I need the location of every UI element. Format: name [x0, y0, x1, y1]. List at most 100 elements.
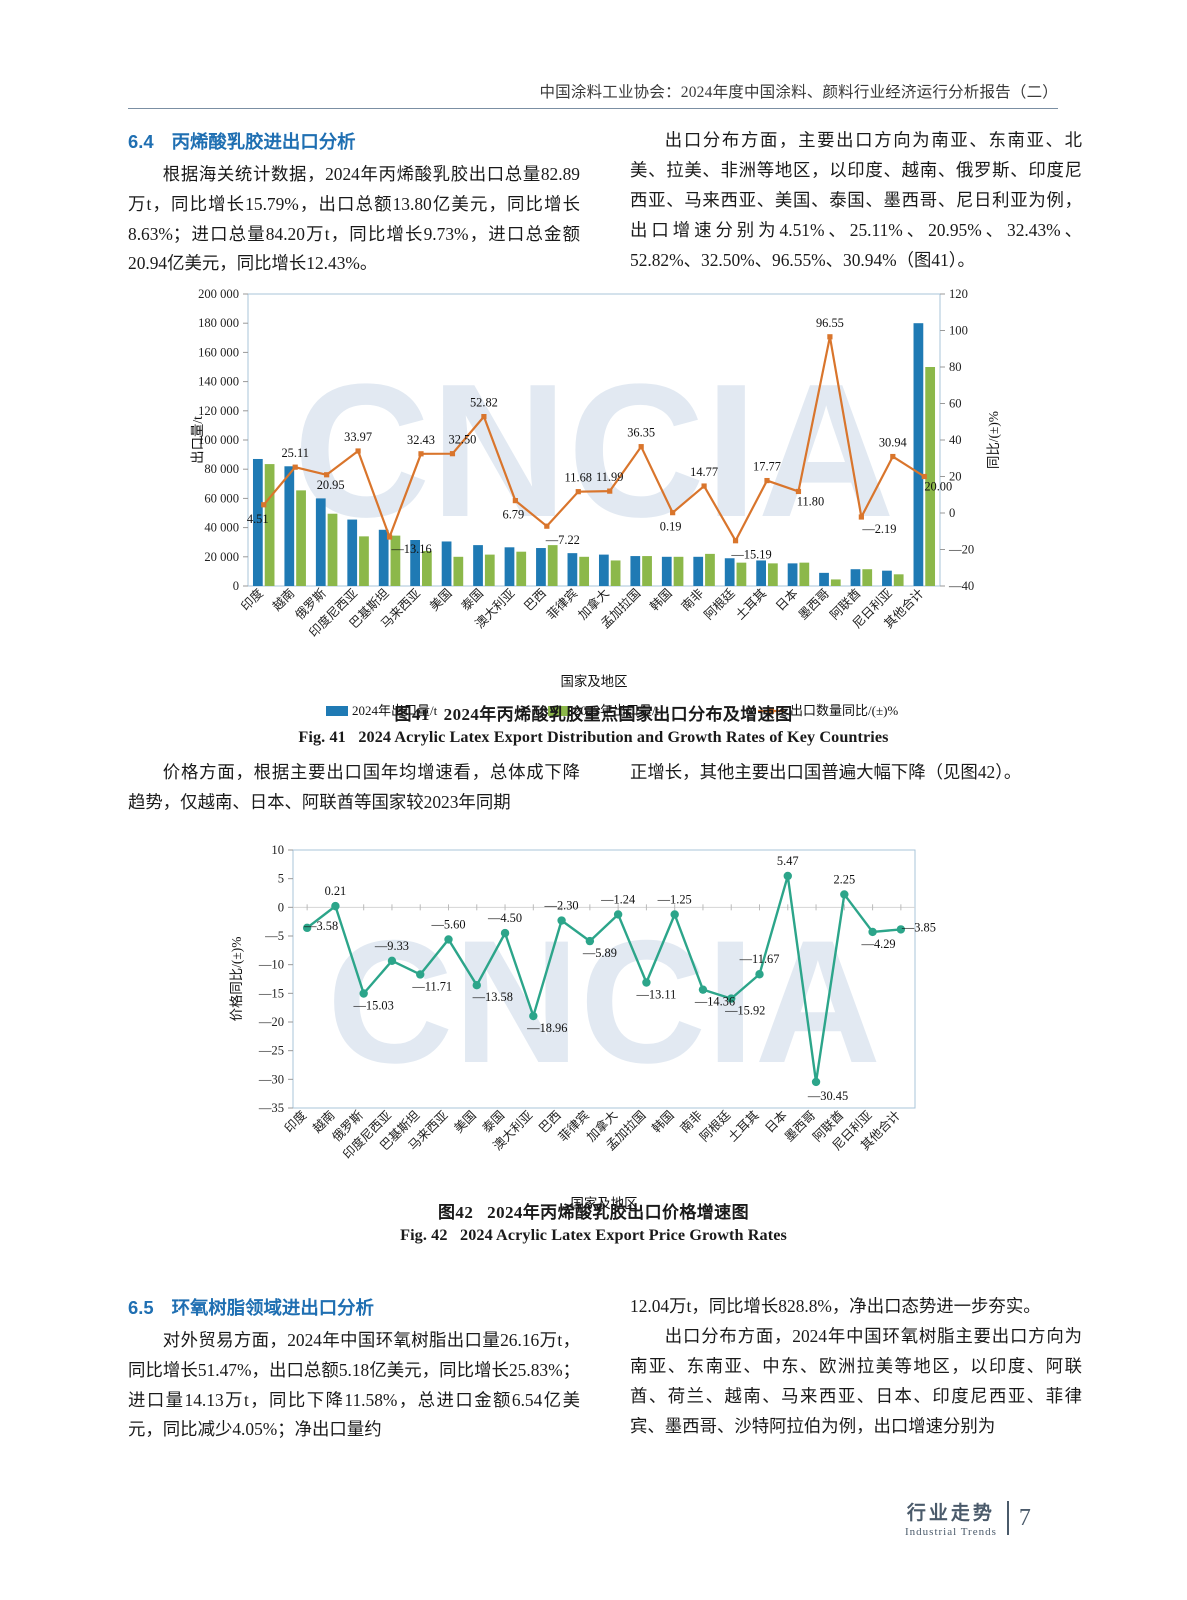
- svg-text:—10: —10: [258, 958, 284, 972]
- svg-text:—11.67: —11.67: [739, 952, 780, 966]
- svg-text:CNCIA: CNCIA: [327, 905, 881, 1100]
- svg-text:—40: —40: [948, 579, 974, 593]
- footer-brand-en: Industrial Trends: [905, 1526, 997, 1538]
- svg-text:—30: —30: [258, 1072, 284, 1086]
- footer-brand: 行业走势 Industrial Trends: [905, 1498, 997, 1538]
- section-6-4-number: 6.4: [128, 131, 154, 152]
- svg-text:越南: 越南: [269, 586, 297, 614]
- svg-text:2.25: 2.25: [833, 872, 855, 886]
- svg-text:南非: 南非: [678, 586, 706, 614]
- svg-text:—20: —20: [948, 543, 974, 557]
- figure-41-svg: CNCIA 0 20 000 40 000 60 000 80 000 100 000 120…: [190, 287, 1001, 718]
- svg-text:韩国: 韩国: [647, 586, 675, 614]
- svg-text:20: 20: [949, 470, 962, 484]
- svg-text:20 000: 20 000: [204, 550, 239, 564]
- svg-text:120: 120: [949, 287, 968, 301]
- svg-text:—5.89: —5.89: [582, 946, 617, 960]
- svg-text:40: 40: [949, 433, 962, 447]
- svg-text:墨西哥: 墨西哥: [782, 1108, 818, 1144]
- section-6-5-paragraph-2: 12.04万t，同比增长828.8%，净出口态势进一步夯实。: [630, 1296, 1041, 1316]
- running-header: 中国涂料工业协会：2024年度中国涂料、颜料行业经济运行分析报告（二）: [539, 84, 1058, 101]
- page-number: 7: [1018, 1504, 1031, 1531]
- svg-text:—13.16: —13.16: [390, 542, 431, 556]
- svg-text:—30.45: —30.45: [807, 1089, 848, 1103]
- svg-text:—14.36: —14.36: [694, 995, 735, 1009]
- figure-42-caption-cn-text: 2024年丙烯酸乳胶出口价格增速图: [487, 1203, 749, 1222]
- section-6-5-paragraph-1: 对外贸易方面，2024年中国环氧树脂出口量26.16万t，同比增长51.47%，…: [128, 1329, 580, 1440]
- figure-41-caption-en-text: 2024 Acrylic Latex Export Distribution a…: [358, 728, 889, 746]
- svg-text:4.51: 4.51: [247, 512, 269, 526]
- page-footer: 行业走势 Industrial Trends 7: [905, 1498, 1031, 1538]
- figure-41-caption: 图41 2024年丙烯酸乳胶重点国家出口分布及增速图 Fig. 41 2024 …: [0, 700, 1187, 747]
- svg-text:价格同比/(±)%: 价格同比/(±)%: [229, 937, 244, 1022]
- footer-divider: [1006, 1501, 1009, 1535]
- section-6-5-heading: 6.5 环氧树脂领域进出口分析: [128, 1292, 580, 1324]
- figure-42-chart: CNCIA 10 5 0 —5 —10 —15 —20 —25 —30 —35 —3.58 0.21 —1…: [215, 840, 975, 1211]
- svg-text:0.19: 0.19: [660, 520, 682, 534]
- svg-text:0: 0: [233, 579, 239, 593]
- svg-text:40 000: 40 000: [204, 521, 239, 535]
- svg-text:—1.25: —1.25: [657, 893, 692, 907]
- svg-text:出口数量同比/(±)%: 出口数量同比/(±)%: [790, 703, 898, 718]
- figure-42-caption-en-number: Fig. 42: [400, 1226, 448, 1244]
- svg-text:美国: 美国: [451, 1108, 478, 1135]
- svg-text:140 000: 140 000: [198, 375, 239, 389]
- svg-text:11.68: 11.68: [565, 471, 592, 485]
- svg-text:出口量/t: 出口量/t: [190, 416, 205, 464]
- header-rule: [128, 108, 1058, 109]
- figure-41-chart: CNCIA 0 20 000 40 000 60 000 80 000 100 000 120…: [180, 286, 1010, 718]
- svg-text:巴西: 巴西: [522, 586, 549, 613]
- section-6-4-column-right: 出口分布方面，主要出口方向为南亚、东南亚、北美、拉美、非洲等地区，以印度、越南、…: [630, 126, 1082, 276]
- svg-text:国家及地区: 国家及地区: [571, 1195, 638, 1211]
- figure-41-caption-en-number: Fig. 41: [298, 728, 346, 746]
- svg-text:—13.58: —13.58: [472, 990, 513, 1004]
- svg-text:—7.22: —7.22: [545, 533, 580, 547]
- svg-text:100: 100: [949, 324, 968, 338]
- section-6-5-column-left: 6.5 环氧树脂领域进出口分析 对外贸易方面，2024年中国环氧树脂出口量26.1…: [128, 1292, 580, 1445]
- svg-text:120 000: 120 000: [198, 404, 239, 418]
- svg-text:—15.19: —15.19: [730, 548, 771, 562]
- figure-41-caption-cn-number: 图41: [394, 705, 430, 724]
- svg-text:印度: 印度: [238, 586, 266, 614]
- svg-text:国家及地区: 国家及地区: [561, 673, 628, 689]
- section-6-5-title: 环氧树脂领域进出口分析: [171, 1297, 374, 1318]
- svg-text:—1.24: —1.24: [600, 892, 635, 906]
- svg-text:60 000: 60 000: [204, 491, 239, 505]
- svg-text:25.11: 25.11: [281, 446, 308, 460]
- section-6-4-paragraph-1: 根据海关统计数据，2024年丙烯酸乳胶出口总量82.89万t，同比增长15.79…: [128, 163, 580, 274]
- svg-text:—18.96: —18.96: [526, 1021, 567, 1035]
- svg-text:11.99: 11.99: [596, 470, 623, 484]
- svg-text:CNCIA: CNCIA: [293, 345, 895, 557]
- svg-text:—2.19: —2.19: [861, 522, 896, 536]
- svg-text:200 000: 200 000: [198, 287, 239, 301]
- svg-text:17.77: 17.77: [753, 460, 781, 474]
- svg-text:—5.60: —5.60: [430, 917, 465, 931]
- section-6-5-paragraph-3: 出口分布方面，2024年中国环氧树脂主要出口方向为南亚、东南亚、中东、欧洲拉美等…: [630, 1325, 1082, 1436]
- svg-text:同比/(±)%: 同比/(±)%: [986, 411, 1001, 469]
- svg-text:—9.33: —9.33: [374, 939, 409, 953]
- svg-text:—20: —20: [258, 1015, 284, 1029]
- svg-text:印度: 印度: [281, 1108, 309, 1136]
- svg-text:160 000: 160 000: [198, 345, 239, 359]
- svg-text:—3.58: —3.58: [303, 919, 338, 933]
- svg-text:11.80: 11.80: [797, 494, 824, 508]
- svg-text:韩国: 韩国: [649, 1108, 677, 1136]
- svg-text:20.00: 20.00: [924, 480, 952, 494]
- svg-text:泰国: 泰国: [459, 586, 486, 613]
- svg-text:96.55: 96.55: [816, 316, 844, 330]
- svg-text:美国: 美国: [427, 586, 454, 613]
- svg-text:土耳其: 土耳其: [733, 586, 769, 622]
- svg-text:33.97: 33.97: [344, 430, 372, 444]
- svg-text:5.47: 5.47: [777, 854, 799, 868]
- svg-text:20.95: 20.95: [317, 478, 345, 492]
- svg-text:墨西哥: 墨西哥: [796, 586, 832, 622]
- svg-text:6.79: 6.79: [503, 508, 525, 522]
- svg-text:—3.85: —3.85: [901, 920, 936, 934]
- section-6-5-number: 6.5: [128, 1297, 154, 1318]
- svg-text:阿根廷: 阿根廷: [697, 1108, 733, 1144]
- svg-text:5: 5: [278, 872, 284, 886]
- price-paragraph-left: 价格方面，根据主要出口国年均增速看，总体成下降趋势，仅越南、日本、阿联酋等国家较…: [128, 758, 580, 818]
- figure-42-svg: CNCIA 10 5 0 —5 —10 —15 —20 —25 —30 —35 —3.58 0.21 —1…: [229, 843, 936, 1211]
- svg-text:80: 80: [949, 360, 962, 374]
- svg-text:52.82: 52.82: [470, 396, 498, 410]
